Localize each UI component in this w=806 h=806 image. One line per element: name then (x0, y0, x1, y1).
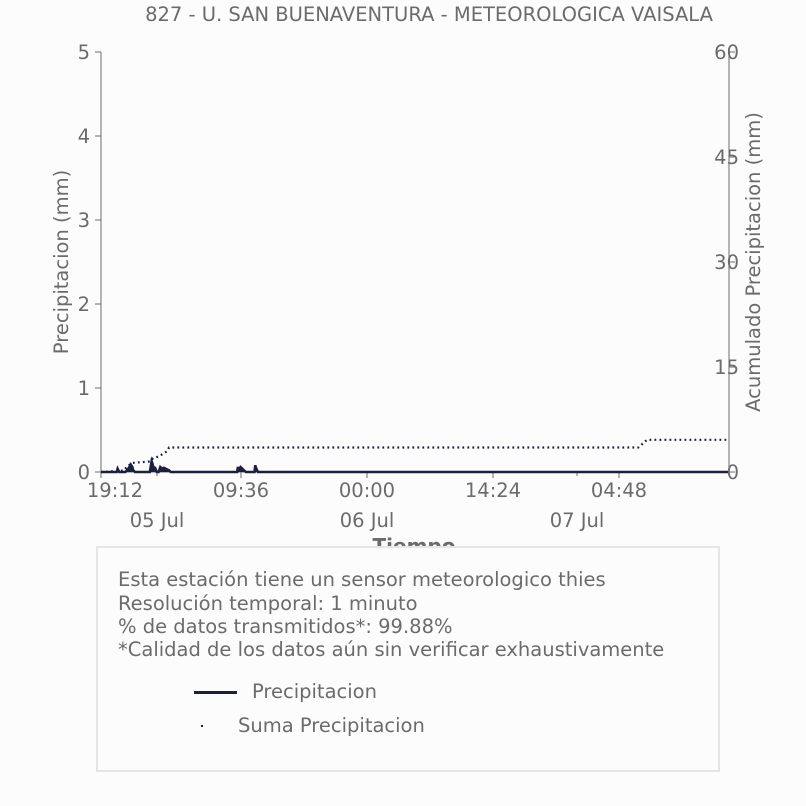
y2-axis-label: Acumulado Precipitacion (mm) (742, 112, 765, 412)
transmitted-data-text: % de datos transmitidos*: 99.88% (118, 615, 453, 638)
precipitation-chart: 827 - U. SAN BUENAVENTURA - METEOROLOGIC… (50, 3, 765, 546)
resolution-info-text: Resolución temporal: 1 minuto (118, 592, 418, 615)
y2-tick-label: 45 (714, 146, 739, 169)
sensor-info-text: Esta estación tiene un sensor meteorolog… (118, 568, 606, 591)
date-tick-label: 07 Jul (550, 509, 605, 532)
x-tick-label: 19:12 (87, 479, 143, 502)
legend-precipitacion-label: Precipitacion (252, 680, 377, 703)
date-tick-label: 05 Jul (130, 509, 185, 532)
legend-suma-swatch (201, 725, 203, 727)
suma-precipitacion-line (100, 438, 729, 474)
x-tick-label: 14:24 (465, 479, 521, 502)
y2-tick-label: 0 (727, 461, 739, 484)
legend-precipitacion-swatch (194, 691, 237, 694)
x-tick-label: 04:48 (591, 479, 647, 502)
y-tick-label: 0 (78, 461, 90, 484)
y-tick-label: 2 (78, 293, 90, 316)
x-tick-label: 09:36 (213, 479, 269, 502)
date-tick-label: 06 Jul (340, 509, 395, 532)
x-tick-label: 00:00 (339, 479, 395, 502)
y-axis-label: Precipitacion (mm) (50, 170, 73, 354)
y2-tick-label: 15 (714, 356, 739, 379)
info-legend-box: Esta estación tiene un sensor meteorolog… (96, 546, 720, 772)
legend-suma-label: Suma Precipitacion (238, 714, 425, 737)
x-axis-label: Tiempo (373, 534, 456, 546)
chart-marks (100, 438, 729, 474)
precipitacion-area (101, 461, 729, 472)
y2-tick-label: 60 (714, 41, 739, 64)
y-tick-label: 5 (78, 41, 90, 64)
precipitacion-line (101, 456, 729, 474)
y2-tick-label: 30 (714, 251, 739, 274)
y-tick-label: 4 (78, 125, 90, 148)
quality-note-text: *Calidad de los datos aún sin verificar … (118, 638, 665, 661)
chart-labels: 827 - U. SAN BUENAVENTURA - METEOROLOGIC… (50, 3, 765, 546)
chart-title: 827 - U. SAN BUENAVENTURA - METEOROLOGIC… (145, 3, 714, 26)
y-tick-label: 3 (78, 209, 90, 232)
chart-axes (95, 51, 735, 478)
y-tick-label: 1 (78, 377, 90, 400)
